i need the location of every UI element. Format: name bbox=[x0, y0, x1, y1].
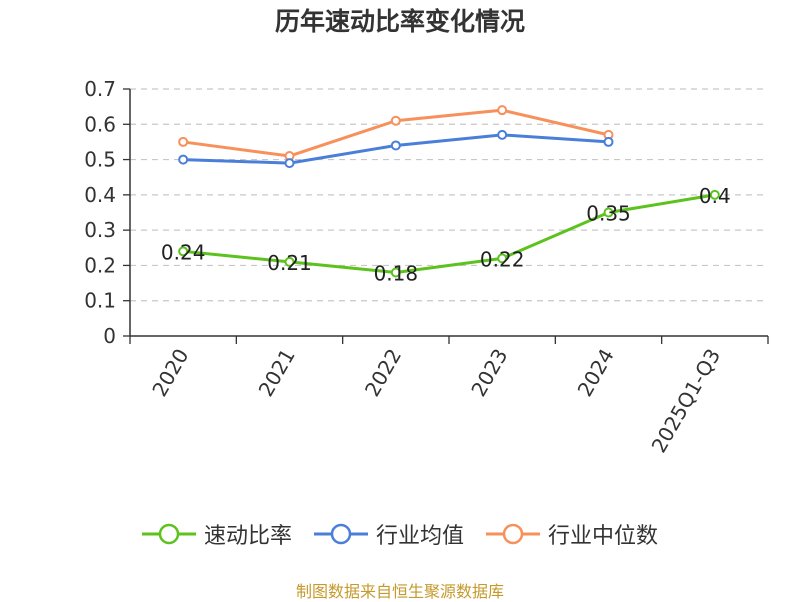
y-tick-label: 0.1 bbox=[84, 289, 116, 313]
legend-label: 行业均值 bbox=[375, 524, 464, 549]
x-tick-label: 2023 bbox=[466, 344, 512, 400]
x-tick-label: 2022 bbox=[360, 345, 406, 401]
legend-item[interactable]: 速动比率 bbox=[141, 518, 292, 550]
x-tick-label: 2025Q1-Q3 bbox=[646, 345, 725, 457]
data-point bbox=[390, 140, 401, 151]
x-tick-label: 2021 bbox=[254, 345, 300, 401]
y-tick-label: 0 bbox=[103, 324, 116, 348]
series-line-0 bbox=[183, 193, 716, 274]
legend-item[interactable]: 行业中位数 bbox=[486, 518, 658, 550]
data-point bbox=[603, 136, 614, 147]
data-point bbox=[497, 105, 508, 116]
data-point bbox=[284, 256, 295, 267]
data-point bbox=[284, 158, 295, 169]
y-tick-label: 0.7 bbox=[84, 77, 116, 101]
legend-item[interactable]: 行业均值 bbox=[313, 518, 464, 550]
chart-title: 历年速动比率变化情况 bbox=[274, 7, 525, 36]
data-point bbox=[178, 136, 189, 147]
data-point bbox=[709, 189, 720, 200]
data-point bbox=[390, 115, 401, 126]
legend-label: 行业中位数 bbox=[548, 524, 659, 549]
x-tick-label: 2024 bbox=[573, 345, 619, 401]
data-point bbox=[497, 129, 508, 140]
data-label: 0.4 bbox=[699, 184, 731, 208]
data-point bbox=[178, 246, 189, 257]
data-label: 0.22 bbox=[480, 247, 525, 271]
data-point bbox=[178, 154, 189, 165]
y-tick-label: 0.5 bbox=[84, 148, 116, 172]
data-point bbox=[390, 267, 401, 278]
legend-label: 速动比率 bbox=[203, 524, 292, 549]
y-tick-label: 0.3 bbox=[84, 218, 116, 242]
y-tick-label: 0.4 bbox=[84, 183, 116, 207]
data-label: 0.21 bbox=[267, 251, 312, 275]
data-point bbox=[603, 207, 614, 218]
legend-swatch-icon bbox=[486, 523, 540, 545]
data-source-note: 制图数据来自恒生聚源数据库 bbox=[295, 582, 504, 601]
legend-swatch-icon bbox=[313, 523, 368, 545]
data-point bbox=[497, 253, 508, 264]
data-label: 0.18 bbox=[374, 261, 419, 285]
y-tick-label: 0.2 bbox=[84, 253, 116, 277]
legend-swatch-icon bbox=[141, 523, 196, 545]
chart-legend: 速动比率 行业均值 行业中位数 bbox=[0, 518, 800, 550]
x-tick-label: 2020 bbox=[147, 345, 193, 401]
data-label: 0.35 bbox=[586, 202, 631, 226]
y-tick-label: 0.6 bbox=[84, 112, 116, 136]
data-label: 0.24 bbox=[161, 240, 206, 264]
